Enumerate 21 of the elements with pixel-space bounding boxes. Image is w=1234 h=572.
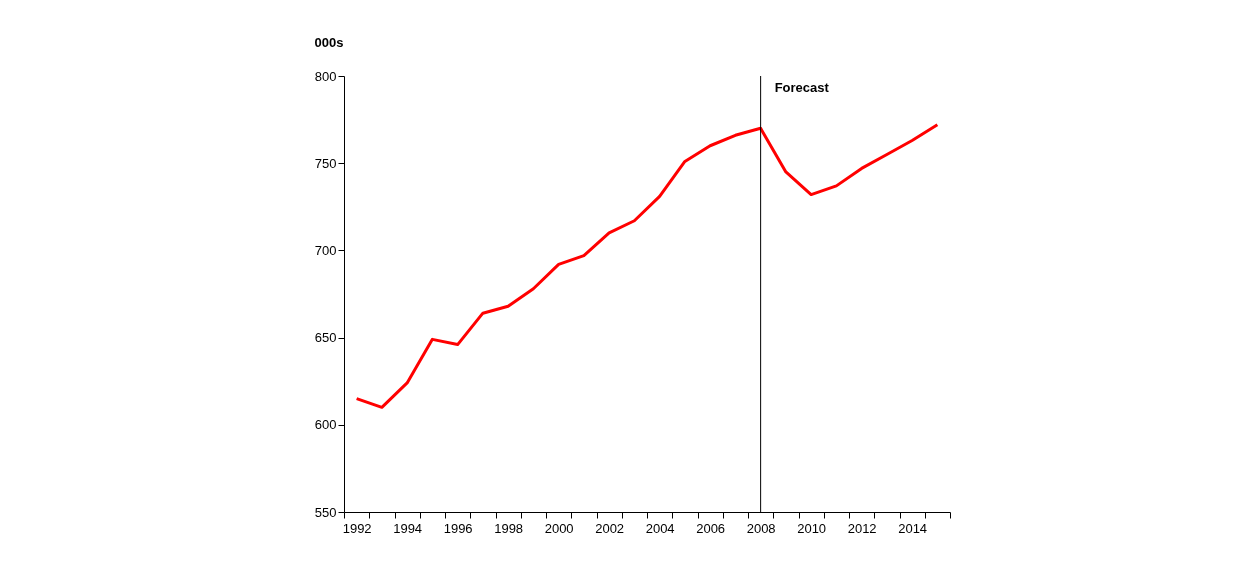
y-tick-label: 650 [314,330,337,346]
x-tick-label: 1994 [393,520,423,536]
y-tick-label: 550 [314,504,337,520]
x-tick-label: 1996 [443,520,473,536]
y-tick-label: 800 [314,68,337,84]
x-tick-label: 1992 [342,520,372,536]
x-tick-label: 1998 [494,520,524,536]
x-tick-label: 2014 [898,520,928,536]
x-tick-label: 2004 [645,520,675,536]
y-tick-label: 600 [314,417,337,433]
y-tick-label: 750 [314,155,337,171]
x-tick-label: 2002 [595,520,625,536]
x-tick-label: 2012 [847,520,877,536]
x-tick-label: 2008 [746,520,776,536]
x-tick-label: 2000 [544,520,574,536]
line-series [355,123,939,409]
y-tick-label: 700 [314,242,337,258]
x-tick-label: 2006 [696,520,726,536]
ref-line-label: Forecast [774,80,830,95]
x-tick-label: 2010 [797,520,827,536]
y-axis-title: 000s [314,34,344,50]
